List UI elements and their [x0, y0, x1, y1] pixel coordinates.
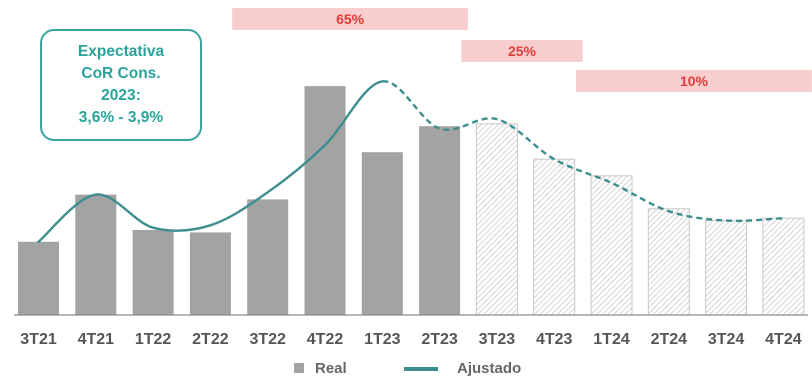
x-tick-4T24: 4T24 — [765, 331, 802, 348]
forecast-bar-4T23 — [533, 158, 576, 316]
x-tick-labels: 3T21 4T21 1T22 2T22 3T22 4T22 1T23 2T23 3T23 4T23… — [20, 331, 801, 348]
x-tick-2T23: 2T23 — [421, 331, 458, 348]
legend-real-swatch — [294, 363, 304, 373]
x-tick-1T24: 1T24 — [593, 331, 630, 348]
x-tick-3T22: 3T22 — [249, 331, 286, 348]
ajustado-line-projected — [382, 80, 784, 223]
x-tick-4T23: 4T23 — [536, 331, 573, 348]
x-tick-4T22: 4T22 — [307, 331, 344, 348]
callout-line-3: 2023: — [101, 87, 141, 104]
real-bar-2T23 — [419, 126, 461, 315]
callout-line-1: Expectativa — [77, 43, 165, 60]
real-bar-2T22 — [189, 232, 231, 315]
forecast-bar-3T24 — [705, 220, 748, 316]
x-tick-2T22: 2T22 — [192, 331, 229, 348]
legend: Real Ajustado — [294, 360, 521, 377]
period-bands: 65% 25% 10% — [232, 8, 812, 92]
real-bar-1T22 — [132, 230, 174, 315]
ajustado-line — [37, 80, 784, 243]
x-tick-3T24: 3T24 — [708, 331, 745, 348]
real-bar-4T22 — [304, 86, 346, 315]
bars — [18, 86, 805, 316]
callout-line-4: 3,6% - 3,9% — [78, 109, 164, 126]
x-tick-3T21: 3T21 — [20, 331, 57, 348]
ajustado-line-actual — [37, 80, 384, 243]
x-tick-3T23: 3T23 — [479, 331, 516, 348]
forecast-bar-2T24 — [647, 208, 690, 316]
band-3 — [576, 70, 812, 92]
real-bar-4T21 — [75, 194, 117, 315]
legend-real-label: Real — [315, 360, 347, 377]
real-bar-3T21 — [18, 241, 59, 315]
x-tick-1T22: 1T22 — [135, 331, 172, 348]
x-tick-4T21: 4T21 — [78, 331, 115, 348]
forecast-bar-3T23 — [475, 123, 518, 316]
band-1 — [232, 8, 469, 30]
band-label-2: 25% — [508, 43, 537, 59]
legend-ajustado-label: Ajustado — [457, 360, 521, 377]
callout-line-2: CoR Cons. — [81, 65, 161, 82]
cor-expectation-callout: Expectativa CoR Cons. 2023: 3,6% - 3,9% — [40, 29, 202, 141]
x-tick-1T23: 1T23 — [364, 331, 401, 348]
forecast-bar-1T24 — [590, 175, 633, 316]
real-bar-3T22 — [247, 199, 289, 315]
band-2 — [461, 40, 583, 62]
band-label-3: 10% — [680, 73, 709, 89]
band-label-1: 65% — [336, 11, 365, 27]
x-tick-2T24: 2T24 — [651, 331, 688, 348]
forecast-bar-4T24 — [762, 217, 805, 316]
real-bar-1T23 — [361, 152, 403, 315]
